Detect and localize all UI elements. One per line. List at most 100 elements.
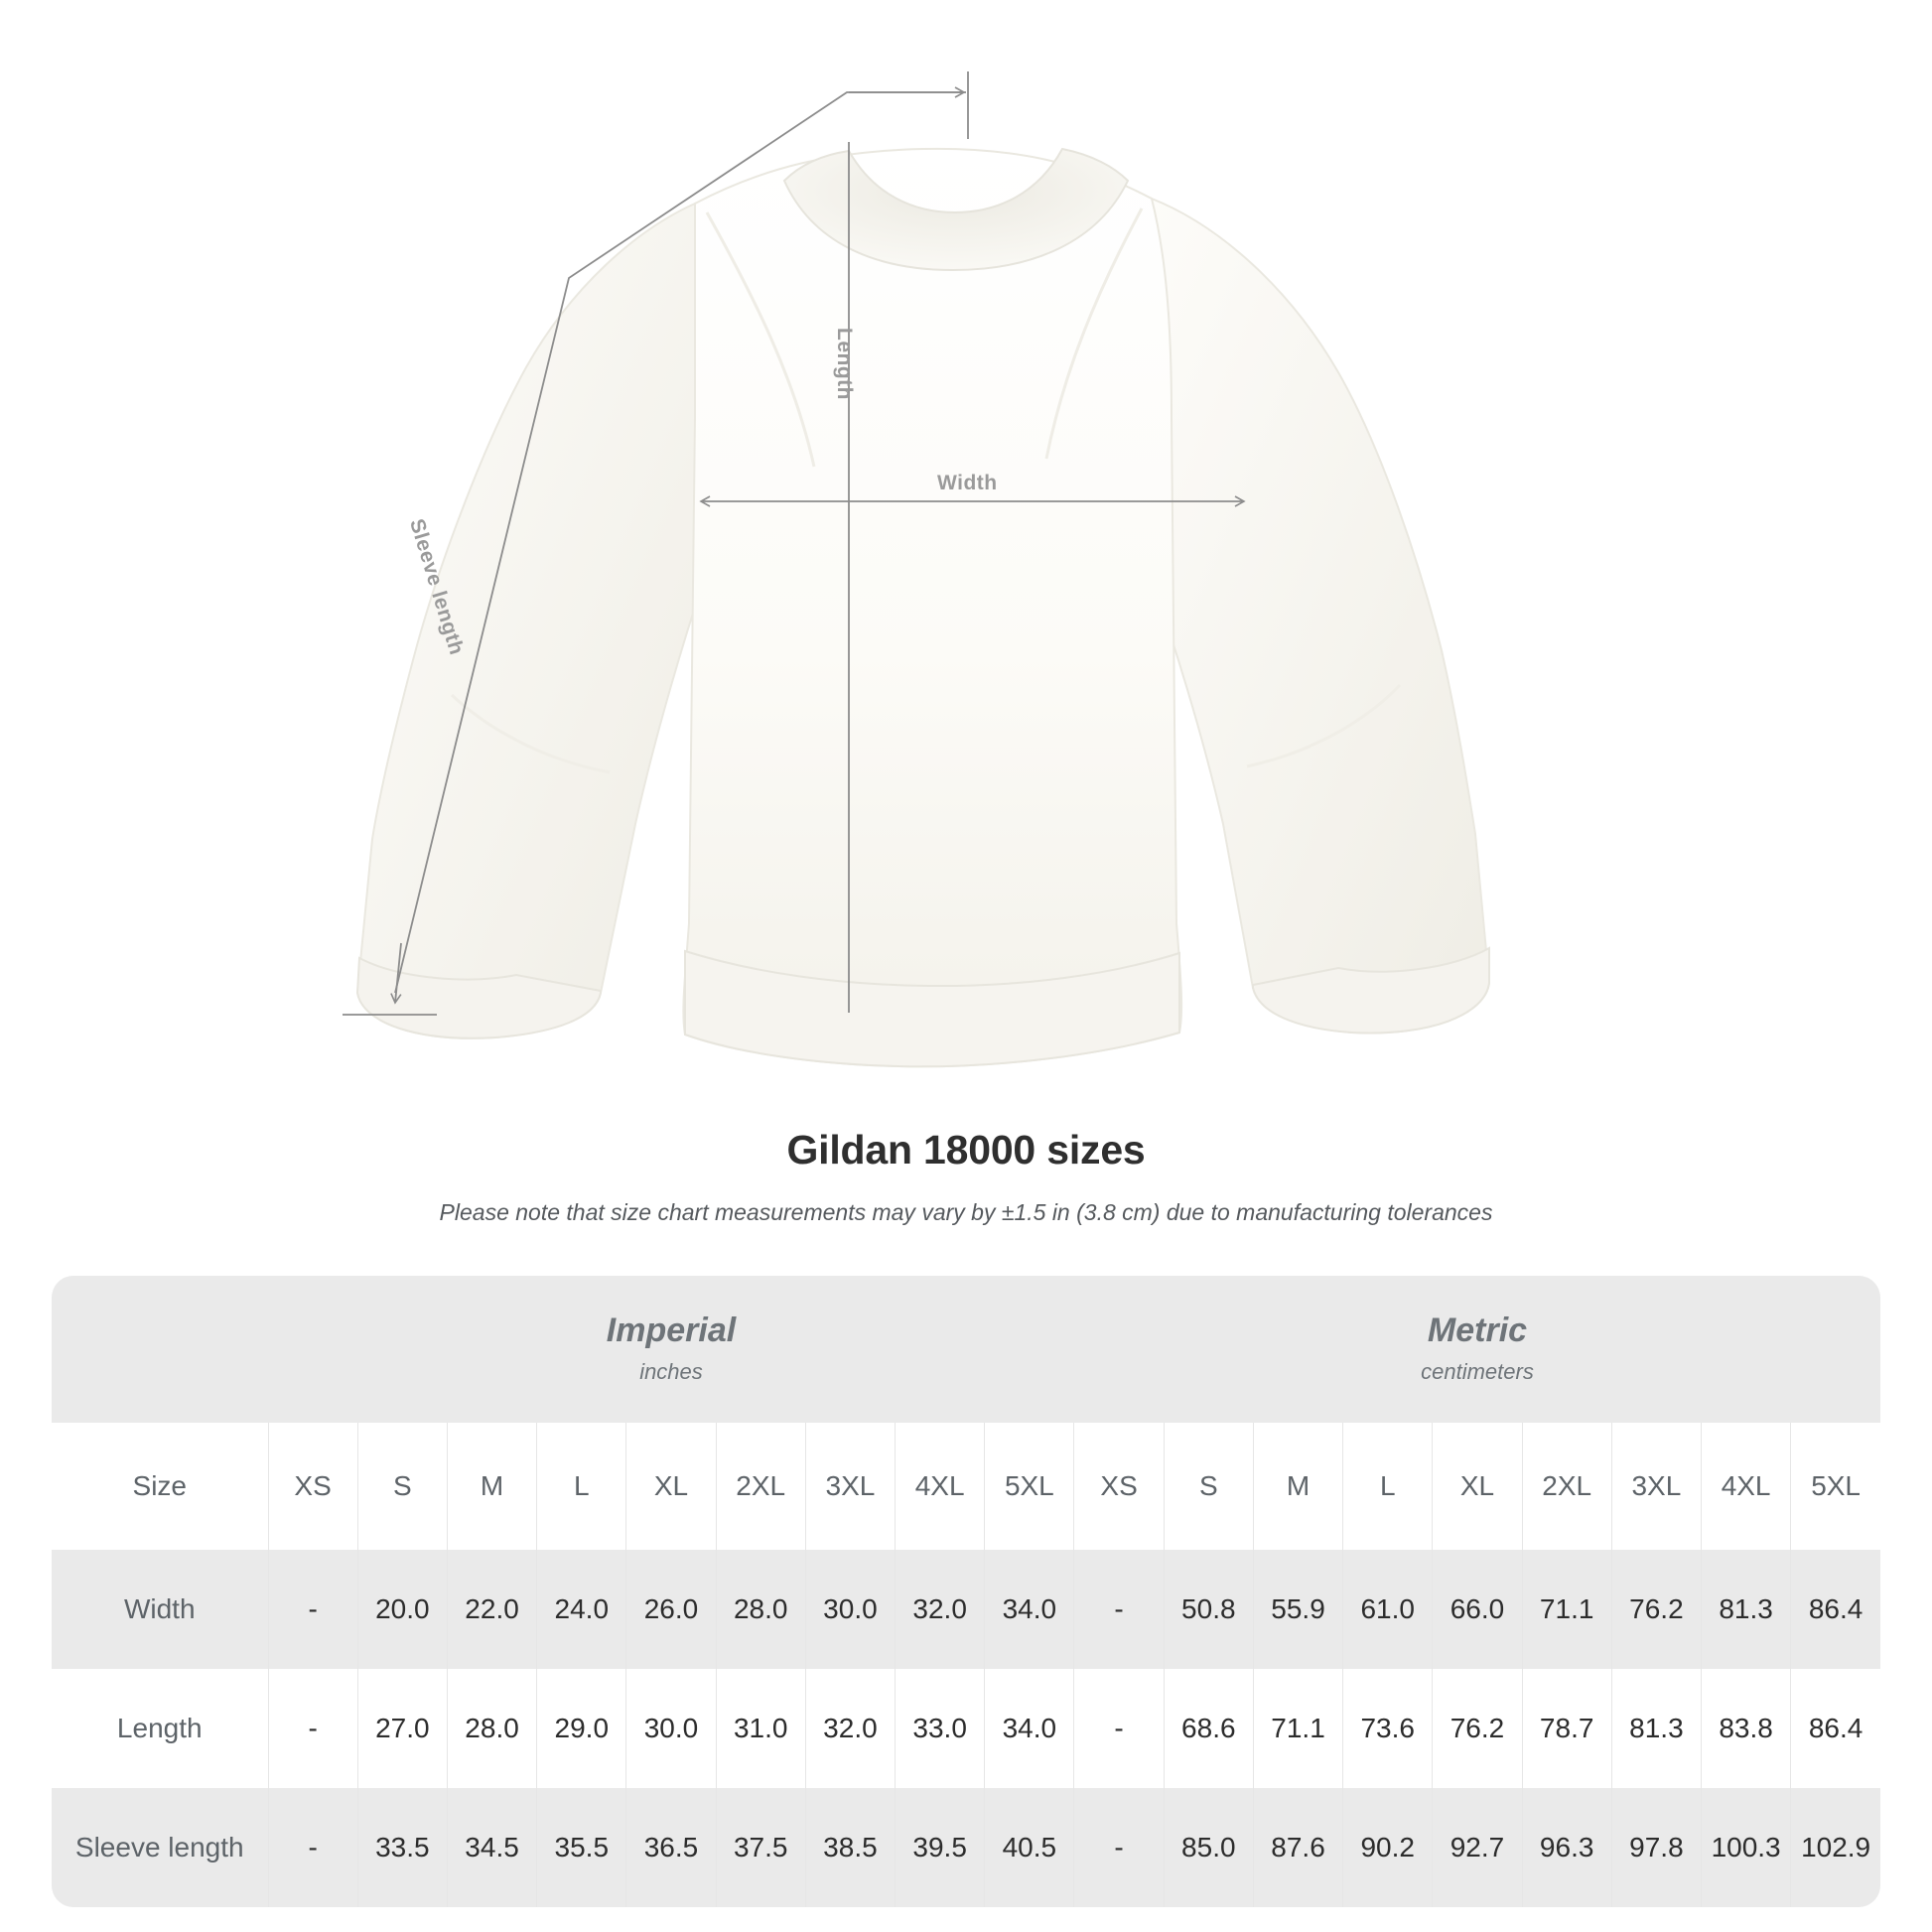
cell-metric: 55.9 [1252,1550,1343,1669]
size-header-imperial-3xl: 3XL [804,1423,896,1550]
cell-metric: 66.0 [1432,1550,1523,1669]
size-header-metric-xl: XL [1432,1423,1523,1550]
cell-imperial: 32.0 [895,1550,985,1669]
size-chart-table: Imperial inches Metric centimeters Size XS S M L… [52,1276,1880,1907]
cell-imperial: 28.0 [715,1550,806,1669]
cell-imperial: 26.0 [625,1550,717,1669]
table-row: Width -20.0 22.0 24.0 26.0 28.0 30.0 32.0 34.0-5… [52,1550,1880,1669]
garment-diagram: Length Width Sleeve length [343,71,1491,1068]
cell-imperial: 33.0 [895,1669,985,1788]
size-header-metric-m: M [1252,1423,1343,1550]
sweatshirt-illustration [343,71,1491,1068]
cell-metric: 92.7 [1432,1788,1523,1907]
width-dimension-label: Width [937,472,998,494]
cell-metric: 81.3 [1700,1550,1791,1669]
cell-imperial: 36.5 [625,1788,717,1907]
tolerance-note: Please note that size chart measurements… [439,1199,1493,1225]
cell-metric: 71.1 [1252,1669,1343,1788]
size-header-imperial-2xl: 2XL [715,1423,806,1550]
cell-metric: 85.0 [1163,1788,1254,1907]
cell-metric: 83.8 [1700,1669,1791,1788]
cell-imperial: 38.5 [804,1788,896,1907]
row-label-sleeve-length: Sleeve length [52,1788,268,1907]
cell-metric: 76.2 [1610,1550,1702,1669]
cell-metric: 71.1 [1521,1550,1612,1669]
cell-imperial: 28.0 [446,1669,537,1788]
cell-imperial: 39.5 [895,1788,985,1907]
cell-imperial: 37.5 [715,1788,806,1907]
cell-imperial: 30.0 [625,1669,717,1788]
size-column-label: Size [52,1423,268,1550]
sleeve-bottom-arrow [390,942,402,1005]
cell-imperial: 34.0 [984,1669,1074,1788]
size-header-row: Size XS S M L XL 2XL 3XL 4XL 5XL XS S M L XL 2XL 3XL 4XL 5… [52,1423,1880,1550]
size-header-imperial-4xl: 4XL [895,1423,985,1550]
size-header-imperial-5xl: 5XL [984,1423,1074,1550]
cell-metric: - [1073,1788,1165,1907]
cell-imperial: - [267,1550,358,1669]
cell-imperial: 24.0 [536,1550,626,1669]
cell-metric: 76.2 [1432,1669,1523,1788]
unit-group-imperial: Imperial inches [268,1276,1074,1423]
size-header-metric-5xl: 5XL [1790,1423,1880,1550]
cell-metric: 73.6 [1342,1669,1433,1788]
unit-name: Imperial [606,1311,737,1350]
size-header-imperial-l: L [536,1423,626,1550]
unit-band-row: Imperial inches Metric centimeters [52,1276,1880,1423]
cell-imperial: 30.0 [804,1550,896,1669]
size-header-imperial-m: M [446,1423,537,1550]
cell-metric: 90.2 [1342,1788,1433,1907]
cell-imperial: 27.0 [356,1669,448,1788]
chart-title-block: Gildan 18000 sizes Please note that size… [0,1127,1932,1226]
cell-metric: 102.9 [1790,1788,1880,1907]
unit-group-metric: Metric centimeters [1073,1276,1880,1423]
size-header-imperial-s: S [356,1423,448,1550]
cell-imperial: 33.5 [356,1788,448,1907]
sweatshirt-shape [355,147,1491,1068]
unit-name: Metric [1427,1311,1528,1350]
measurement-guides [343,71,1246,1016]
cell-imperial: 20.0 [356,1550,448,1669]
unit-band-spacer [52,1276,268,1423]
size-header-metric-4xl: 4XL [1700,1423,1791,1550]
cell-imperial: - [267,1788,358,1907]
page-title: Gildan 18000 sizes [786,1127,1146,1173]
cell-imperial: 40.5 [984,1788,1074,1907]
cell-metric: 78.7 [1521,1669,1612,1788]
cell-imperial: 32.0 [804,1669,896,1788]
row-label-length: Length [52,1669,268,1788]
cell-imperial: 34.5 [446,1788,537,1907]
cell-imperial: 34.0 [984,1550,1074,1669]
cell-imperial: 31.0 [715,1669,806,1788]
cell-metric: 61.0 [1342,1550,1433,1669]
cell-imperial: 35.5 [536,1788,626,1907]
table-row: Sleeve length -33.5 34.5 35.5 36.5 37.5 38.5 39… [52,1788,1880,1907]
cell-imperial: - [267,1669,358,1788]
cell-metric: 87.6 [1252,1788,1343,1907]
cell-metric: 50.8 [1163,1550,1254,1669]
cell-imperial: 29.0 [536,1669,626,1788]
size-header-metric-2xl: 2XL [1521,1423,1612,1550]
size-header-imperial-xl: XL [625,1423,717,1550]
cell-metric: 97.8 [1610,1788,1702,1907]
cell-metric: - [1073,1550,1165,1669]
cell-imperial: 22.0 [446,1550,537,1669]
unit-subtitle: centimeters [1421,1358,1534,1384]
table-row: Length -27.0 28.0 29.0 30.0 31.0 32.0 33.0 34.0-… [52,1669,1880,1788]
size-header-imperial-xs: XS [267,1423,358,1550]
cell-metric: - [1073,1669,1165,1788]
size-header-metric-xs: XS [1073,1423,1165,1550]
cell-metric: 86.4 [1790,1669,1880,1788]
size-header-metric-s: S [1163,1423,1254,1550]
size-chart-table-wrapper: Imperial inches Metric centimeters Size XS S M L… [52,1276,1880,1907]
cell-metric: 100.3 [1700,1788,1791,1907]
cell-metric: 86.4 [1790,1550,1880,1669]
size-header-metric-l: L [1342,1423,1433,1550]
unit-subtitle: inches [639,1358,703,1384]
length-dimension-label: Length [833,328,856,400]
row-label-width: Width [52,1550,268,1669]
size-header-metric-3xl: 3XL [1610,1423,1702,1550]
cell-metric: 96.3 [1521,1788,1612,1907]
cell-metric: 81.3 [1610,1669,1702,1788]
cell-metric: 68.6 [1163,1669,1254,1788]
